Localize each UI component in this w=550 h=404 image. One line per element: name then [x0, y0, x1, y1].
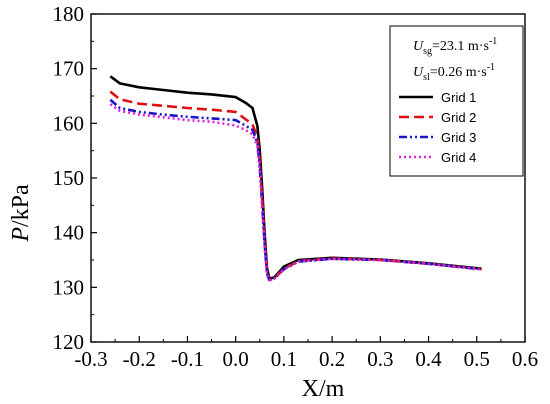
- x-tick-label: 0.1: [271, 347, 297, 371]
- y-tick-label: 140: [53, 221, 85, 245]
- legend-label: Grid 2: [441, 110, 476, 125]
- legend-entries: Grid 1 Grid 2 Grid 3 Grid 4: [399, 90, 476, 165]
- series-layer: [109, 75, 482, 282]
- y-tick-labels: 120 130 140 150 160 170 180: [53, 2, 85, 354]
- y-tick-label: 130: [53, 275, 85, 299]
- tick-marks: [90, 13, 526, 343]
- x-tick-label: 0.3: [367, 347, 393, 371]
- x-tick-labels: -0.3 -0.2 -0.1 0.0 0.1 0.2 0.3 0.4 0.5 0.6: [74, 347, 538, 371]
- legend-label: Grid 1: [441, 90, 476, 105]
- y-tick-label: 150: [53, 166, 85, 190]
- x-axis-title: X/m: [302, 376, 345, 402]
- y-tick-label: 120: [53, 330, 85, 354]
- x-tick-label: -0.3: [74, 347, 107, 371]
- y-tick-label: 180: [53, 2, 85, 26]
- y-tick-label: 160: [53, 111, 85, 135]
- legend-label: Grid 3: [441, 130, 476, 145]
- y-axis-title: P/kPa: [8, 184, 34, 243]
- legend-box: [389, 25, 524, 177]
- x-tick-label: 0.4: [415, 347, 442, 371]
- x-tick-label: 0.2: [319, 347, 345, 371]
- x-tick-label: -0.2: [123, 347, 156, 371]
- x-tick-label: 0.6: [512, 347, 538, 371]
- x-tick-label: 0.5: [464, 347, 490, 371]
- series-line-grid-2: [109, 90, 482, 282]
- usg-annotation: Usg=23.1 m·s-1: [413, 36, 497, 57]
- y-tick-label: 170: [53, 57, 85, 81]
- x-tick-label: 0.0: [223, 347, 249, 371]
- legend: Usg=23.1 m·s-1 Usl=0.26 m·s-1 Grid 1Grid…: [389, 25, 524, 177]
- usl-annotation: Usl=0.26 m·s-1: [413, 62, 495, 83]
- legend-label: Grid 4: [441, 150, 476, 165]
- x-tick-label: -0.1: [171, 347, 204, 371]
